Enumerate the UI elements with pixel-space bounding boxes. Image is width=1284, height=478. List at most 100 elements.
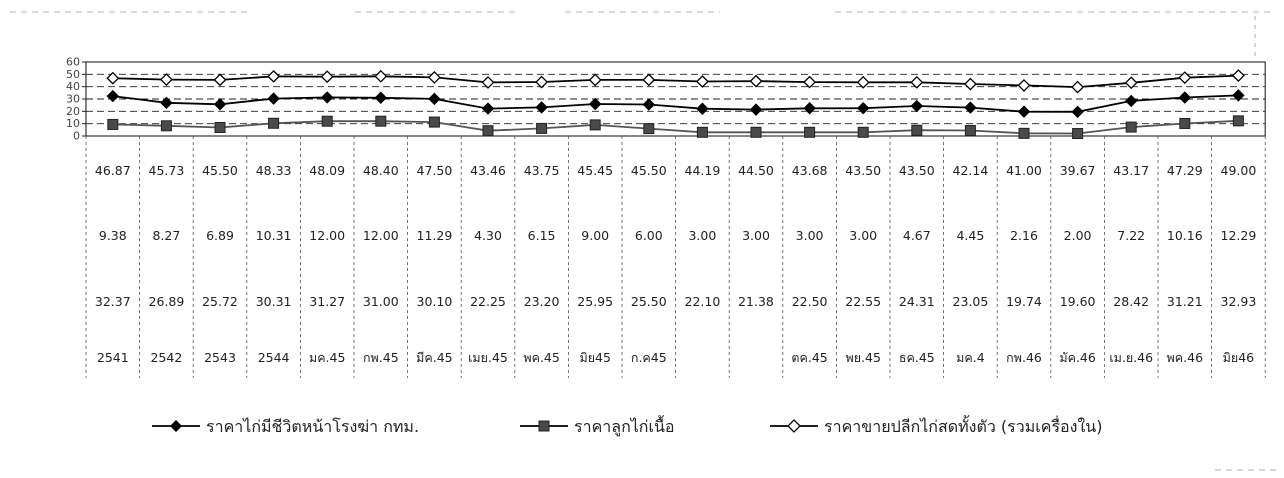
data-point	[963, 77, 977, 91]
data-label: 45.45	[577, 163, 613, 178]
x-tick-label: ก.ค45	[631, 350, 667, 365]
data-label: 28.42	[1113, 294, 1149, 309]
data-label: 12.29	[1221, 228, 1257, 243]
data-label: 41.00	[1006, 163, 1042, 178]
y-tick-label: 50	[66, 68, 80, 81]
data-point	[267, 92, 280, 105]
y-tick-label: 0	[73, 130, 80, 143]
x-tick-label: กพ.46	[1006, 350, 1042, 365]
data-point	[428, 92, 441, 106]
data-point	[749, 103, 763, 116]
data-point	[320, 91, 334, 104]
data-point	[536, 122, 548, 134]
series-line	[112, 94, 1239, 113]
data-point	[1178, 71, 1192, 85]
data-label: 9.38	[99, 228, 127, 243]
data-label: 43.75	[524, 163, 560, 178]
data-point	[911, 124, 923, 136]
x-tick-label: พย.45	[845, 350, 880, 365]
data-point	[1018, 127, 1030, 139]
data-point	[1072, 128, 1084, 140]
data-point	[1071, 80, 1085, 94]
data-point	[803, 102, 816, 115]
data-point	[1124, 76, 1138, 90]
data-point	[481, 75, 495, 89]
data-label: 12.00	[363, 228, 399, 243]
data-label: 43.50	[899, 163, 935, 178]
data-label: 48.40	[363, 163, 399, 178]
x-tick-label: เมย.45	[468, 350, 508, 365]
data-label: 3.00	[796, 228, 824, 243]
data-label: 45.73	[149, 163, 185, 178]
data-label: 4.45	[956, 228, 984, 243]
data-label: 8.27	[152, 228, 180, 243]
data-label: 4.67	[903, 228, 931, 243]
data-label: 23.20	[524, 294, 560, 309]
data-point	[642, 73, 656, 87]
data-label: 25.72	[202, 294, 238, 309]
x-tick-label: 2542	[150, 350, 182, 365]
legend-marker	[170, 420, 182, 432]
data-point	[1178, 91, 1192, 104]
legend-marker	[538, 420, 550, 432]
data-label: 9.00	[581, 228, 609, 243]
data-label: 10.31	[256, 228, 292, 243]
data-point	[320, 70, 334, 84]
data-label: 11.29	[417, 228, 453, 243]
data-label: 25.50	[631, 294, 667, 309]
data-point	[1179, 117, 1191, 129]
x-tick-label: กพ.45	[363, 350, 399, 365]
data-label: 45.50	[631, 163, 667, 178]
legend-label: ราคาไก่มีชีวิตหน้าโรงฆ่า กทม.	[206, 417, 419, 436]
data-label: 47.29	[1167, 163, 1203, 178]
data-label: 24.31	[899, 294, 935, 309]
y-tick-label: 10	[66, 117, 80, 130]
data-point	[588, 73, 602, 87]
legend-item: ราคาลูกไก่เนื้อ	[520, 415, 675, 437]
data-label: 44.50	[738, 163, 774, 178]
data-label: 42.14	[953, 163, 989, 178]
data-label: 43.68	[792, 163, 828, 178]
y-tick-label: 40	[66, 80, 80, 93]
data-label: 25.95	[577, 294, 613, 309]
x-tick-label: มิย45	[579, 350, 610, 365]
data-label: 3.00	[742, 228, 770, 243]
data-label: 2.16	[1010, 228, 1038, 243]
data-point	[535, 75, 549, 89]
data-label: 31.00	[363, 294, 399, 309]
x-tick-label: มิย46	[1223, 350, 1255, 365]
legend-item: ราคาไก่มีชีวิตหน้าโรงฆ่า กทม.	[152, 417, 419, 436]
data-label: 49.00	[1221, 163, 1257, 178]
data-point	[535, 101, 548, 114]
data-point	[160, 96, 173, 110]
data-point	[750, 126, 762, 138]
data-point	[642, 98, 656, 111]
legend-item: ราคาขายปลีกไก่สดทั้งตัว (รวมเครื่องใน)	[770, 415, 1102, 436]
data-label: 46.87	[95, 163, 131, 178]
data-point	[804, 126, 816, 138]
data-label: 2.00	[1064, 228, 1092, 243]
decor-lines	[10, 11, 1280, 471]
data-label: 22.25	[470, 294, 506, 309]
data-label: 31.27	[309, 294, 345, 309]
data-point	[964, 125, 976, 137]
data-point	[803, 75, 817, 89]
data-label: 32.93	[1221, 294, 1257, 309]
data-label: 44.19	[685, 163, 721, 178]
data-point	[856, 75, 870, 89]
data-label: 3.00	[688, 228, 716, 243]
data-point	[910, 75, 924, 89]
data-label: 22.50	[792, 294, 828, 309]
data-label: 32.37	[95, 294, 131, 309]
data-point	[1125, 121, 1137, 133]
data-point	[106, 71, 120, 85]
data-point	[1071, 105, 1084, 119]
data-point	[481, 102, 495, 115]
x-tick-label: พค.45	[523, 350, 559, 365]
data-label: 22.55	[845, 294, 881, 309]
y-tick-label: 60	[66, 56, 80, 69]
data-point	[321, 115, 333, 127]
data-label: 39.67	[1060, 163, 1096, 178]
